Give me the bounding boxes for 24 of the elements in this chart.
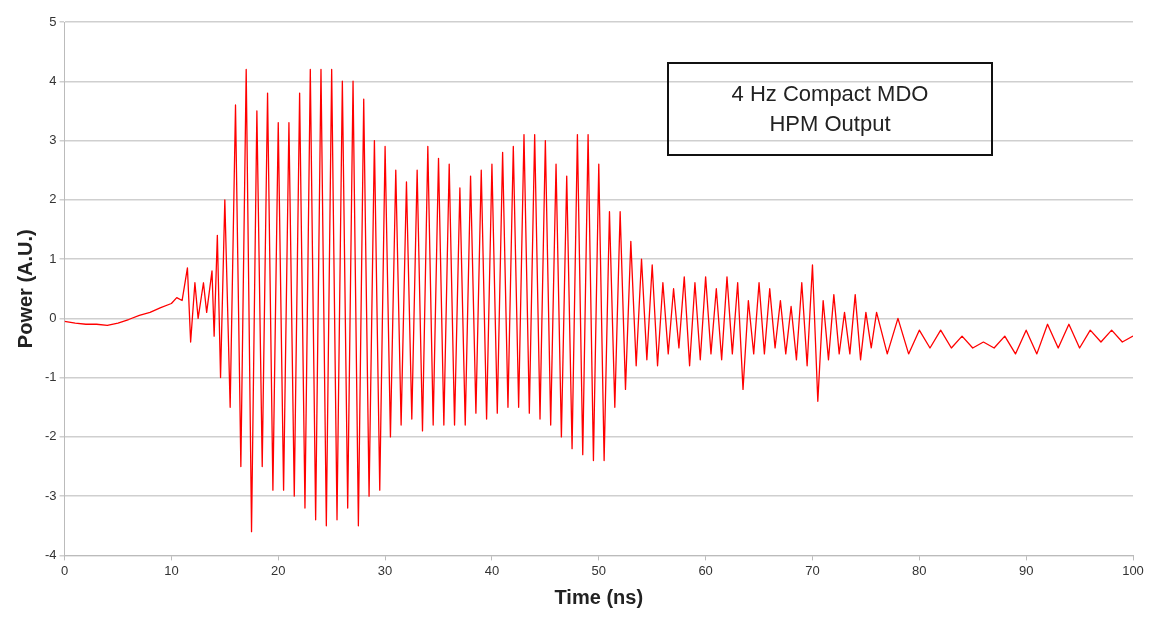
x-tick-label: 40 [484, 562, 500, 578]
y-tick-label: 0 [49, 309, 57, 325]
x-tick-label: 70 [805, 562, 820, 578]
text: 4 Hz Compact MDO HPM Output [667, 62, 993, 156]
x-tick-label: 20 [271, 562, 286, 578]
x-tick-label: 90 [1018, 562, 1034, 578]
y-tick-label: 4 [49, 72, 57, 88]
y-tick-label: -3 [45, 487, 57, 503]
y-tick-label: 2 [49, 191, 57, 207]
y-axis-title: Power (A.U.) [13, 229, 36, 349]
y-tick-label: -1 [45, 369, 57, 385]
y-tick-label: -4 [45, 546, 57, 562]
y-tick-label: 1 [49, 250, 57, 266]
x-tick-label: 50 [591, 562, 607, 578]
x-tick-label: 80 [912, 562, 927, 578]
y-tick-label: 3 [49, 132, 57, 148]
y-tick-label: -2 [45, 428, 57, 444]
x-axis-title: Time (ns) [554, 585, 644, 608]
x-tick-label: 100 [1122, 562, 1144, 578]
y-tick-label: 5 [49, 13, 57, 29]
x-tick-label: 10 [164, 562, 179, 578]
x-tick-label: 0 [60, 562, 69, 578]
x-tick-label: 30 [377, 562, 393, 578]
x-tick-label: 60 [698, 562, 713, 578]
